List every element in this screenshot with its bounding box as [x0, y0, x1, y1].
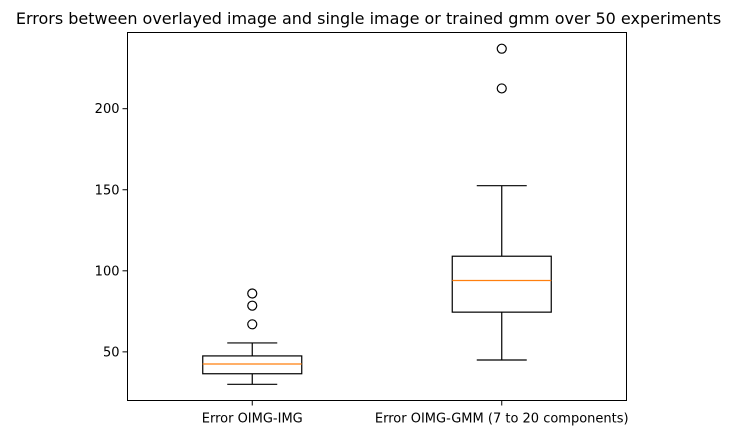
y-tick-label: 100	[95, 264, 120, 279]
box-group	[202, 288, 303, 385]
x-tick-label: Error OIMG-IMG	[202, 412, 303, 427]
outlier-point	[496, 83, 507, 94]
boxes-layer	[202, 43, 552, 385]
y-tick-label: 200	[95, 102, 120, 117]
x-tick-label: Error OIMG-GMM (7 to 20 components)	[375, 412, 629, 427]
plot-area	[127, 32, 627, 401]
chart-title: Errors between overlayed image and singl…	[16, 9, 721, 28]
outlier-point	[247, 300, 258, 311]
y-tick-label: 50	[103, 345, 120, 360]
iqr-box	[202, 355, 303, 375]
outlier-point	[496, 43, 507, 54]
y-tick-label: 150	[95, 183, 120, 198]
outlier-point	[247, 319, 258, 330]
iqr-box	[451, 255, 552, 313]
x-axis: Error OIMG-IMG Error OIMG-GMM (7 to 20 co…	[202, 400, 629, 427]
box-group	[451, 43, 552, 361]
outlier-point	[247, 288, 258, 299]
y-axis: 50 100 150 200	[95, 102, 128, 360]
